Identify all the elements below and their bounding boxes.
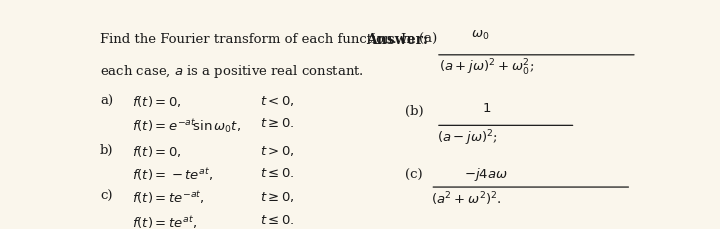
Text: b): b) xyxy=(100,144,114,157)
Text: $t \leq 0.$: $t \leq 0.$ xyxy=(260,214,294,227)
Text: $t \geq 0.$: $t \geq 0.$ xyxy=(260,117,294,130)
Text: (c): (c) xyxy=(405,169,423,182)
Text: $f(t) = te^{-at},$: $f(t) = te^{-at},$ xyxy=(132,190,204,206)
Text: $t \leq 0.$: $t \leq 0.$ xyxy=(260,167,294,180)
Text: $\omega_0$: $\omega_0$ xyxy=(472,29,490,42)
Text: $t < 0,$: $t < 0,$ xyxy=(260,95,295,109)
Text: c): c) xyxy=(100,190,112,203)
Text: $1$: $1$ xyxy=(482,102,491,115)
Text: $f(t) = -te^{at},$: $f(t) = -te^{at},$ xyxy=(132,167,213,183)
Text: $(a - j\omega)^2$;: $(a - j\omega)^2$; xyxy=(437,128,498,147)
Text: (a): (a) xyxy=(419,33,438,46)
Text: $(a + j\omega)^2 + \omega_0^2$;: $(a + j\omega)^2 + \omega_0^2$; xyxy=(438,58,534,79)
Text: $f(t) = e^{-at}\!\sin\omega_0 t,$: $f(t) = e^{-at}\!\sin\omega_0 t,$ xyxy=(132,117,241,135)
Text: $(a^2 + \omega^2)^2$.: $(a^2 + \omega^2)^2$. xyxy=(431,190,503,208)
Text: Find the Fourier transform of each function. In: Find the Fourier transform of each funct… xyxy=(100,33,415,46)
Text: $t \geq 0,$: $t \geq 0,$ xyxy=(260,190,295,204)
Text: $f(t) = te^{at},$: $f(t) = te^{at},$ xyxy=(132,214,197,229)
Text: $f(t) = 0,$: $f(t) = 0,$ xyxy=(132,95,181,109)
Text: $-j4a\omega$: $-j4a\omega$ xyxy=(464,166,508,183)
Text: Answer:: Answer: xyxy=(366,33,428,47)
Text: (b): (b) xyxy=(405,105,424,118)
Text: a): a) xyxy=(100,95,113,107)
Text: each case, $a$ is a positive real constant.: each case, $a$ is a positive real consta… xyxy=(100,63,364,80)
Text: $f(t) = 0,$: $f(t) = 0,$ xyxy=(132,144,181,159)
Text: $t > 0,$: $t > 0,$ xyxy=(260,144,295,158)
